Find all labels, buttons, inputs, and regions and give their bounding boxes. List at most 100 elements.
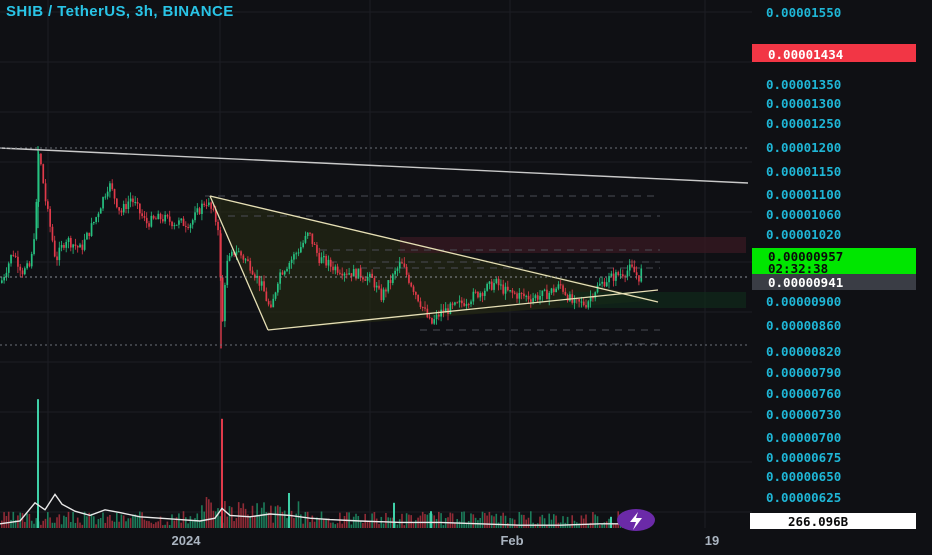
volume-bar (286, 518, 288, 528)
candle-body (14, 255, 17, 257)
volume-bar (546, 524, 548, 528)
volume-bar (65, 516, 67, 528)
candle-body (536, 295, 539, 300)
candle-body (562, 285, 564, 292)
volume-bar (435, 519, 438, 528)
volume-bar (74, 522, 77, 528)
candle-body (470, 301, 472, 305)
volume-bar (86, 516, 88, 528)
volume-bar (139, 511, 141, 528)
volume-bar (56, 517, 58, 528)
candle-body (438, 314, 440, 317)
volume-bar (428, 513, 431, 528)
candle-body (502, 284, 505, 294)
candle-body (369, 273, 371, 277)
volume-bar (224, 501, 226, 528)
candle-body (164, 214, 166, 222)
x-axis-tick-label: 2024 (172, 533, 202, 548)
candle-body (608, 276, 610, 283)
volume-bar (67, 511, 70, 528)
volume-bar (421, 511, 424, 528)
candle-body (401, 262, 403, 264)
volume-bar (394, 522, 396, 528)
y-axis-tick-label: 0.00001200 (766, 140, 841, 155)
candle-body (484, 290, 486, 296)
volume-bar (106, 516, 109, 528)
candle-body (221, 277, 224, 322)
candle-body (343, 273, 346, 276)
candle-body (263, 281, 265, 292)
volume-bar (104, 522, 107, 528)
candle-body (530, 299, 532, 302)
candle-body (178, 220, 180, 225)
trend-line-upper (0, 147, 749, 184)
candle-body (217, 221, 219, 231)
volume-bar (233, 521, 235, 528)
volume-bar (21, 513, 24, 528)
volume-bar (1, 520, 3, 528)
candle-body (226, 260, 229, 286)
volume-bar (122, 515, 125, 528)
volume-bar (5, 515, 8, 528)
x-axis-tick-label: Feb (500, 533, 523, 548)
candle-body (380, 288, 383, 301)
volume-bar (311, 515, 314, 528)
candle-body (463, 303, 465, 306)
candle-body (1, 280, 3, 283)
candle-body (378, 285, 380, 289)
candle-body (403, 263, 406, 267)
candle-body (129, 198, 132, 202)
candle-body (127, 201, 130, 209)
candle-body (237, 251, 240, 253)
candle-body (102, 197, 104, 209)
price-tag-bg (752, 248, 916, 264)
candle-body (481, 293, 484, 296)
candle-body (83, 239, 86, 250)
resistance-zone (400, 237, 746, 253)
volume-bar (525, 519, 527, 528)
y-axis-tick-label: 0.00000700 (766, 430, 841, 445)
candle-body (610, 273, 613, 277)
candle-body (21, 270, 24, 275)
candle-body (550, 288, 553, 293)
candle-body (387, 280, 390, 292)
volume-bar (433, 515, 435, 528)
volume-bar (265, 511, 268, 528)
candle-body (81, 244, 84, 250)
volume-bar (297, 501, 300, 528)
candle-body (461, 300, 463, 304)
candle-body (603, 281, 606, 287)
volume-tag-bg (750, 513, 916, 529)
candle-body (58, 247, 61, 261)
volume-bar (518, 511, 521, 528)
volume-bar (148, 521, 150, 528)
candle-body (479, 293, 482, 298)
volume-bar (530, 511, 532, 528)
candle-body (355, 269, 357, 279)
candle-body (145, 217, 148, 224)
volume-bar (467, 520, 470, 528)
volume-bar (235, 518, 238, 528)
volume-bar (490, 515, 493, 528)
candle-body (180, 218, 183, 221)
volume-bar (51, 522, 54, 528)
volume-bar (219, 516, 222, 528)
price-tag-bg (752, 44, 916, 62)
volume-bar (313, 521, 316, 528)
candle-body (274, 292, 277, 299)
candle-body (541, 290, 544, 297)
candle-body (12, 254, 15, 256)
volume-bar (516, 524, 518, 528)
candle-body (477, 291, 479, 298)
candle-body (60, 245, 63, 248)
candle-body (507, 286, 509, 291)
y-axis-tick-label: 0.00000650 (766, 469, 841, 484)
volume-bar (449, 512, 452, 528)
triangle-upper-line (209, 195, 659, 303)
volume-bar (72, 511, 74, 528)
volume-bar (295, 513, 297, 528)
candle-body (385, 289, 387, 292)
lightning-icon[interactable] (617, 509, 655, 531)
